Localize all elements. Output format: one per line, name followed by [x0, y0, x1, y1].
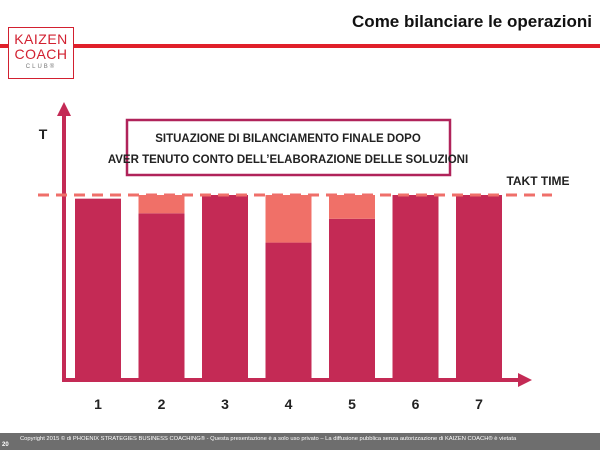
title-underline — [0, 44, 600, 48]
x-tick-6: 6 — [412, 396, 420, 412]
bar-station-2 — [138, 213, 185, 378]
x-tick-2: 2 — [158, 396, 166, 412]
logo-line-1: KAIZEN — [14, 31, 68, 47]
footer-bar: 20 Copyright 2015 © di PHOENIX STRATEGIE… — [0, 433, 600, 450]
bar-station-6 — [392, 195, 439, 378]
logo-line-3: CLUB® — [25, 64, 57, 70]
x-tick-3: 3 — [221, 396, 229, 412]
copyright-notice: Copyright 2015 © di PHOENIX STRATEGIES B… — [20, 436, 517, 442]
bar-station-1 — [75, 198, 121, 378]
bars-group — [75, 195, 502, 378]
bar-station-7 — [456, 195, 502, 378]
annotation-line-2: AVER TENUTO CONTO DELL’ELABORAZIONE DELL… — [108, 154, 468, 166]
annotation-line-1: SITUAZIONE DI BILANCIAMENTO FINALE DOPO — [155, 133, 421, 145]
x-tick-labels: 1 2 3 4 5 6 7 — [94, 396, 483, 412]
y-axis-label: T — [39, 126, 48, 142]
bar-segment-station-2 — [138, 195, 185, 214]
x-tick-4: 4 — [285, 396, 293, 412]
bar-segment-station-5 — [329, 195, 375, 219]
bar-segment-station-4 — [265, 195, 312, 243]
x-tick-1: 1 — [94, 396, 102, 412]
y-axis-arrow — [57, 102, 71, 116]
annotation-box — [125, 118, 452, 177]
bar-station-3 — [202, 195, 248, 378]
kaizen-coach-logo: KAIZEN COACH CLUB® — [8, 27, 74, 79]
bar-station-5 — [329, 218, 375, 378]
x-axis-arrow — [518, 373, 532, 387]
x-tick-7: 7 — [475, 396, 483, 412]
page-number: 20 — [2, 442, 9, 448]
x-tick-5: 5 — [348, 396, 356, 412]
logo-line-2: COACH — [14, 46, 68, 62]
page-title: Come bilanciare le operazioni — [352, 12, 592, 31]
bar-station-4 — [265, 242, 312, 378]
takt-time-label: TAKT TIME — [506, 174, 569, 188]
